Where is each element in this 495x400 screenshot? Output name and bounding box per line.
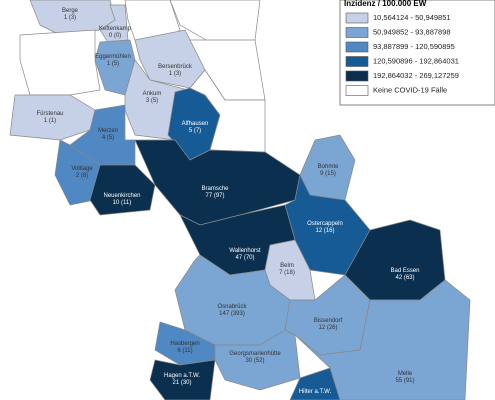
region-name: Hilter a.T.W. <box>299 389 332 395</box>
region-name: Bohmte <box>318 164 339 170</box>
region-cases: 12 (26) <box>318 325 337 331</box>
legend-label: 10,564124 - 50,949851 <box>373 13 451 22</box>
legend-swatch <box>345 56 369 67</box>
region-cases: 55 (91) <box>395 378 414 384</box>
legend-swatch <box>345 70 369 82</box>
region-cases: 1 (1) <box>44 118 56 124</box>
region-name: Rieste <box>221 126 239 132</box>
legend-swatch <box>345 85 369 96</box>
region <box>149 359 216 400</box>
legend-label: 192,864032 - 269,127259 <box>373 71 459 80</box>
region-cases: 10 (11) <box>113 200 132 206</box>
region-name: Badbergen <box>197 6 226 12</box>
region-name: Kettenkamp <box>99 26 132 32</box>
region-name: Voltlage <box>71 166 93 172</box>
region-cases: 7 (18) <box>279 270 295 276</box>
legend-label: Keine COVID-19 Fälle <box>373 85 447 94</box>
region-cases: 147 (393) <box>219 311 245 317</box>
region-name: Alfhausen <box>182 121 209 127</box>
region-name: Wallenhorst <box>229 248 261 254</box>
region-name: Eggermühlen <box>95 54 131 60</box>
region-cases: 0 (1) <box>149 23 161 29</box>
region-name: Bersenbrück <box>158 64 193 70</box>
region-cases: 47 (70) <box>235 255 254 261</box>
legend-swatch <box>345 27 369 38</box>
legend-title: Inzidenz / 100.000 EW <box>344 0 427 8</box>
region-name: Hasbergen <box>170 341 199 347</box>
region-cases: 0 (1) <box>206 13 218 19</box>
region-cases: 12 (16) <box>315 228 334 234</box>
region-cases: 2 (8) <box>76 173 88 179</box>
legend-swatch <box>345 12 369 24</box>
region-cases: 5 (7) <box>189 128 201 134</box>
legend-label: 120,590896 - 192,864031 <box>373 56 459 65</box>
region <box>19 29 101 96</box>
region-cases: 0 (0) <box>109 33 121 39</box>
region-cases: 0 (0) <box>52 61 64 67</box>
region-name: Hagen a.T.W. <box>164 373 200 379</box>
region-name: Merzen <box>98 128 118 134</box>
region-name: Georgsmarienhütte <box>229 351 281 357</box>
region <box>284 173 371 276</box>
region-cases: 0 (0) <box>219 61 231 67</box>
region-cases: 42 (63) <box>395 275 414 281</box>
region-name: Bissendorf <box>314 318 343 324</box>
region-name: Fürstenau <box>36 111 63 117</box>
region-name: Melle <box>398 371 413 377</box>
region-name: Bippen <box>49 54 68 60</box>
region-cases: 4 (5) <box>102 135 114 141</box>
region-cases: 21 (30) <box>172 380 191 386</box>
region-cases: 30 (52) <box>245 358 264 364</box>
region-cases: 1 (3) <box>169 71 181 77</box>
region-name: Ostercappeln <box>307 221 343 227</box>
region-name: Bramsche <box>201 186 229 192</box>
region-cases: 9 (15) <box>320 171 336 177</box>
region-cases: 6 (11) <box>177 348 192 354</box>
region-name: Neuenkirchen <box>103 193 140 199</box>
legend-swatch <box>345 41 369 53</box>
region-cases: 77 (97) <box>205 193 224 199</box>
region-name: Belm <box>280 263 294 269</box>
region-name: Gehrde <box>215 54 236 60</box>
region-cases: 1 (3) <box>64 15 76 21</box>
region <box>89 164 156 216</box>
region <box>289 367 341 400</box>
legend-label: 93,887899 - 120,590895 <box>373 42 455 51</box>
region-name: Osnabrück <box>217 304 247 310</box>
region-name: Berge <box>62 8 79 14</box>
legend-label: 50,949852 - 93,887898 <box>373 27 451 36</box>
region-cases: 0 (1) <box>224 133 236 139</box>
region-name: Nortrup <box>145 16 166 22</box>
region-cases: 3 (5) <box>146 98 158 104</box>
region-cases: 1 (5) <box>107 61 119 67</box>
region-name: Bad Essen <box>390 268 419 274</box>
region-name: Ankum <box>143 91 162 97</box>
